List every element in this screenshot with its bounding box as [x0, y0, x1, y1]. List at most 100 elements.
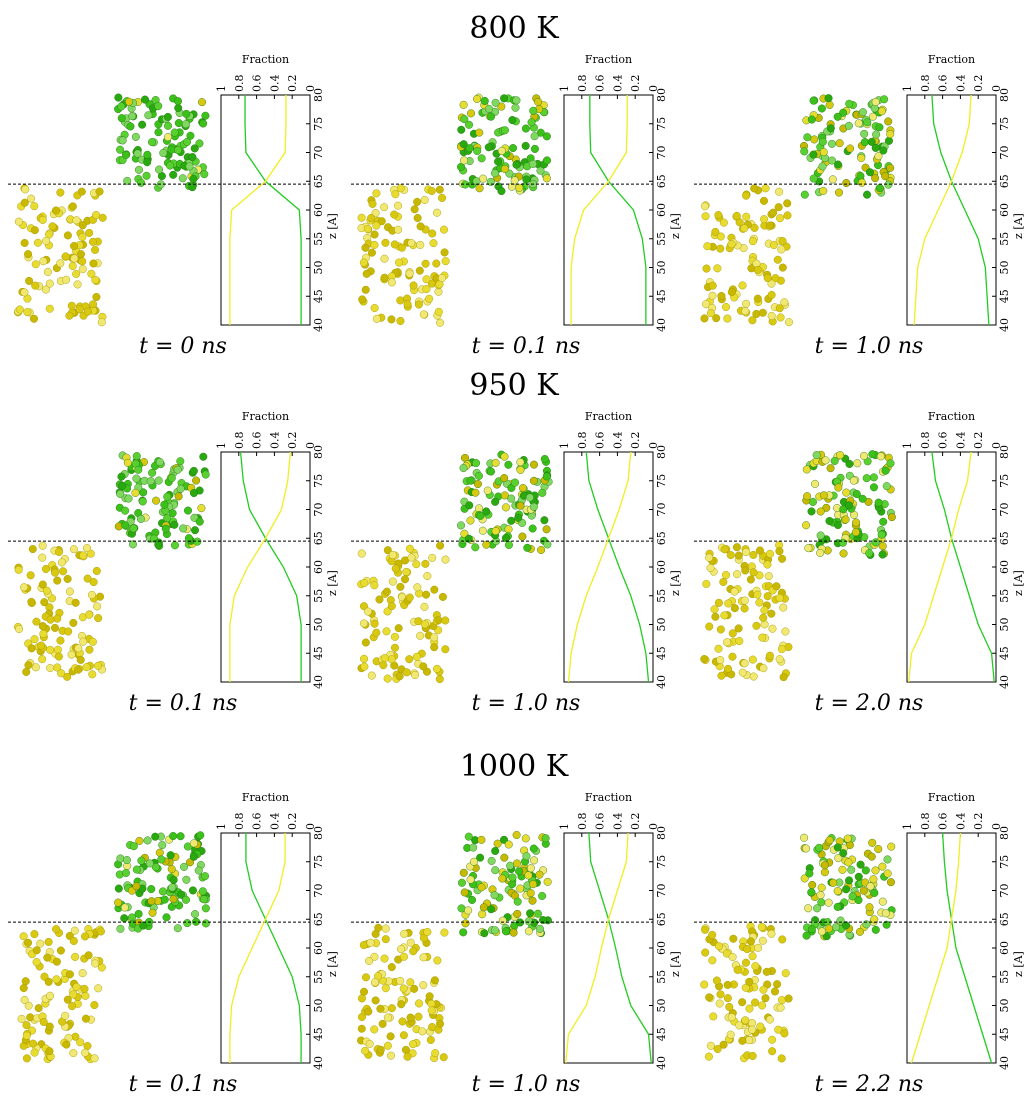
atom-snapshot — [17, 831, 210, 1064]
y-tick-label: 80 — [998, 88, 1011, 102]
row-heading: 800 K — [469, 11, 559, 46]
atom — [869, 473, 878, 482]
atom — [88, 670, 97, 679]
y-tick-label: 50 — [655, 999, 668, 1013]
atom — [881, 909, 890, 918]
y-tick-label: 70 — [655, 503, 668, 517]
atom — [131, 132, 140, 141]
atom — [757, 922, 766, 931]
fraction-line — [229, 451, 292, 682]
atom — [847, 865, 856, 874]
atom — [501, 503, 510, 512]
atom — [26, 571, 35, 580]
plot-frame — [906, 832, 997, 1064]
atom — [189, 839, 198, 848]
atom — [163, 492, 172, 501]
atom — [854, 896, 863, 905]
atom — [142, 171, 151, 180]
atom — [134, 909, 143, 918]
atom — [524, 871, 533, 880]
atom — [81, 991, 90, 1000]
atom — [700, 202, 709, 211]
atom — [486, 467, 495, 476]
atom — [92, 211, 101, 220]
atom — [387, 278, 396, 287]
atom — [380, 273, 389, 282]
atom — [151, 832, 160, 841]
atom — [834, 188, 843, 197]
atom — [72, 216, 81, 225]
atom — [26, 1013, 35, 1022]
atom — [125, 97, 134, 106]
atom — [746, 575, 755, 584]
atom — [370, 304, 379, 313]
atom — [777, 245, 786, 254]
atom — [842, 179, 851, 188]
atom — [132, 452, 141, 461]
atom — [758, 1001, 767, 1010]
atom — [387, 1051, 396, 1060]
atom — [427, 1006, 436, 1015]
atom — [834, 160, 843, 169]
atom — [879, 517, 888, 526]
x-tick-label: 0 — [647, 823, 660, 830]
atom — [817, 883, 826, 892]
atom — [376, 1045, 385, 1054]
atom — [730, 587, 739, 596]
x-tick-label: 0.8 — [233, 813, 246, 831]
atom — [749, 568, 758, 577]
atom — [42, 586, 51, 595]
atom — [402, 668, 411, 677]
atom — [542, 472, 551, 481]
y-tick-label: 75 — [655, 855, 668, 869]
atom — [871, 925, 880, 934]
atom-snapshot — [357, 831, 552, 1063]
atom — [134, 465, 143, 474]
atom — [155, 848, 164, 857]
atom — [768, 624, 777, 633]
atom — [759, 985, 768, 994]
x-axis-label: Fraction — [585, 791, 632, 804]
atom — [537, 545, 546, 554]
y-tick-label: 70 — [655, 884, 668, 898]
y-tick-label: 55 — [655, 232, 668, 246]
atom — [460, 156, 469, 165]
atom — [706, 1041, 715, 1050]
atom — [486, 112, 495, 121]
atom — [44, 977, 53, 986]
atom — [459, 464, 468, 473]
atom — [507, 494, 516, 503]
atom — [46, 991, 55, 1000]
atom — [364, 607, 373, 616]
atom — [383, 546, 392, 555]
caption: t = 1.0 ns — [472, 1072, 581, 1097]
atom — [753, 265, 762, 274]
atom — [770, 987, 779, 996]
x-tick-label: 0 — [990, 823, 1003, 830]
atom — [726, 1030, 735, 1039]
atom — [132, 865, 141, 874]
atom — [480, 929, 489, 938]
atom — [781, 627, 790, 636]
atom — [387, 1004, 396, 1013]
atom — [824, 94, 833, 103]
atom — [871, 866, 880, 875]
y-tick-label: 70 — [998, 146, 1011, 160]
atom — [45, 1022, 54, 1031]
atom — [780, 1029, 789, 1038]
atom — [879, 146, 888, 155]
atom — [871, 174, 880, 183]
x-tick-label: 1 — [558, 85, 571, 92]
atom — [399, 952, 408, 961]
atom — [61, 1011, 70, 1020]
atom — [528, 159, 537, 168]
atom — [467, 109, 476, 118]
atom — [868, 838, 877, 847]
atom — [740, 604, 749, 613]
atom — [716, 656, 725, 665]
atom — [732, 211, 741, 220]
y-tick-label: 60 — [998, 941, 1011, 955]
atom — [420, 620, 429, 629]
atom — [742, 299, 751, 308]
atom — [409, 947, 418, 956]
